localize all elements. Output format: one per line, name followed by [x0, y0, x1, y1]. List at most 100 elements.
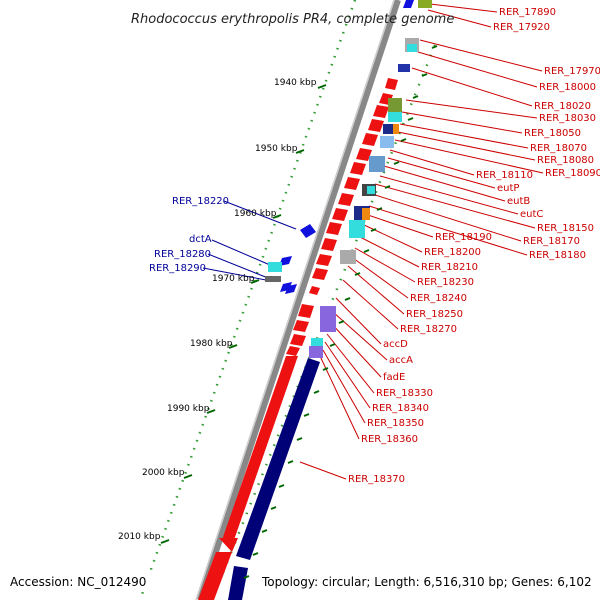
gene-arrow-forward[interactable]: [350, 162, 366, 175]
gene-arrow-forward[interactable]: [362, 133, 378, 146]
gene-label[interactable]: eutB: [507, 196, 530, 207]
function-box[interactable]: [398, 64, 410, 72]
gene-label[interactable]: RER_18070: [530, 143, 587, 154]
gene-label[interactable]: RER_18180: [529, 250, 586, 261]
gene-arrow-reverse[interactable]: [279, 256, 292, 266]
accession-text: Accession: NC_012490: [10, 575, 146, 589]
gene-label[interactable]: eutP: [497, 183, 519, 194]
footer-topology-bg: [252, 570, 600, 592]
leader-line: [419, 39, 543, 72]
gene-label[interactable]: accA: [389, 355, 413, 366]
gene-arrow-forward[interactable]: [312, 268, 328, 280]
gene-label[interactable]: RER_18350: [367, 418, 424, 429]
gene-label[interactable]: RER_18150: [537, 223, 594, 234]
gene-label[interactable]: eutC: [520, 209, 543, 220]
gene-arrow-reverse[interactable]: [403, 0, 414, 8]
gene-label[interactable]: RER_18170: [523, 236, 580, 247]
tick-label: 1960 kbp: [234, 209, 277, 219]
gene-label[interactable]: fadE: [383, 372, 405, 383]
function-box[interactable]: [388, 98, 402, 112]
function-box[interactable]: [349, 220, 365, 238]
gc-dash: [421, 73, 428, 77]
gene-label[interactable]: RER_18250: [406, 309, 463, 320]
gc-dash: [287, 460, 294, 464]
gc-dash: [303, 413, 310, 417]
gene-label[interactable]: RER_18240: [410, 293, 467, 304]
gene-label[interactable]: RER_18370: [348, 474, 405, 485]
gc-dash: [393, 161, 400, 165]
gene-arrow-forward[interactable]: [344, 177, 360, 190]
gene-arrow-forward[interactable]: [298, 304, 314, 318]
gene-label[interactable]: RER_17890: [499, 7, 556, 18]
gene-label[interactable]: RER_17920: [493, 22, 550, 33]
gene-label[interactable]: RER_18230: [417, 277, 474, 288]
gene-bar-forward-long[interactable]: [222, 356, 298, 540]
gc-dash: [243, 575, 250, 579]
function-box[interactable]: [340, 250, 356, 264]
leader-line: [211, 239, 271, 266]
gene-label[interactable]: RER_18360: [361, 434, 418, 445]
gene-label[interactable]: RER_18190: [435, 232, 492, 243]
gene-label[interactable]: RER_18220: [172, 196, 229, 207]
leader-line: [319, 355, 360, 440]
gene-label[interactable]: RER_18000: [539, 82, 596, 93]
gene-arrow-forward[interactable]: [385, 78, 398, 90]
gene-label[interactable]: RER_18090: [545, 168, 600, 179]
gene-bar-forward-next[interactable]: [198, 552, 232, 600]
gene-label[interactable]: accD: [383, 339, 408, 350]
leader-line: [332, 311, 388, 361]
function-boxes: [265, 0, 432, 358]
gene-label[interactable]: RER_18210: [421, 262, 478, 273]
gene-arrow-forward[interactable]: [290, 334, 306, 346]
gc-dash: [376, 207, 383, 211]
function-box[interactable]: [369, 156, 385, 172]
gene-label[interactable]: RER_18110: [476, 170, 533, 181]
gene-label[interactable]: RER_18290: [149, 263, 206, 274]
gene-label[interactable]: dctA: [189, 234, 212, 245]
gene-label[interactable]: RER_18050: [524, 128, 581, 139]
leader-line: [223, 200, 297, 230]
gene-arrow-forward[interactable]: [338, 193, 354, 206]
function-box[interactable]: [383, 124, 397, 134]
gene-label[interactable]: RER_18270: [400, 324, 457, 335]
function-box[interactable]: [380, 136, 394, 148]
function-box[interactable]: [418, 0, 432, 8]
function-box[interactable]: [362, 208, 370, 220]
gene-bar-long-next[interactable]: [228, 566, 248, 600]
gene-arrow-forward[interactable]: [316, 254, 332, 266]
gene-arrow-forward[interactable]: [368, 119, 384, 132]
gene-label[interactable]: RER_18330: [376, 388, 433, 399]
gc-dash: [407, 117, 414, 121]
gene-arrow-forward[interactable]: [356, 148, 372, 161]
gc-content-track-inner: [138, 0, 357, 600]
gene-arrow-forward[interactable]: [326, 222, 342, 235]
function-box[interactable]: [268, 262, 282, 272]
gene-arrow-reverse[interactable]: [300, 224, 316, 238]
function-box[interactable]: [309, 346, 323, 358]
gene-arrow-forward[interactable]: [332, 208, 348, 221]
leader-line: [299, 461, 347, 480]
gene-label[interactable]: RER_17970: [544, 66, 600, 77]
gene-label[interactable]: RER_18080: [537, 155, 594, 166]
gene-arrow-forward[interactable]: [373, 105, 389, 118]
function-box[interactable]: [265, 276, 281, 282]
function-box[interactable]: [388, 112, 402, 122]
gene-label[interactable]: RER_18030: [539, 113, 596, 124]
gene-label[interactable]: RER_18340: [372, 403, 429, 414]
gene-arrow-forward[interactable]: [321, 238, 337, 251]
gene-label[interactable]: RER_18020: [534, 101, 591, 112]
function-box[interactable]: [407, 44, 417, 52]
function-box[interactable]: [367, 186, 375, 194]
gene-label[interactable]: RER_18280: [154, 249, 211, 260]
gc-dash: [370, 228, 377, 232]
gene-arrow-forward[interactable]: [309, 286, 320, 295]
gene-arrow-forward[interactable]: [286, 346, 300, 356]
gene-label[interactable]: RER_18200: [424, 247, 481, 258]
genome-backbone-highlight: [195, 0, 395, 600]
gene-arrow-reverse[interactable]: [285, 284, 297, 294]
gene-bar-long[interactable]: [236, 358, 320, 560]
gene-arrow-forward[interactable]: [293, 320, 309, 332]
function-box[interactable]: [311, 338, 323, 348]
function-box[interactable]: [320, 306, 336, 332]
function-box[interactable]: [393, 124, 399, 134]
